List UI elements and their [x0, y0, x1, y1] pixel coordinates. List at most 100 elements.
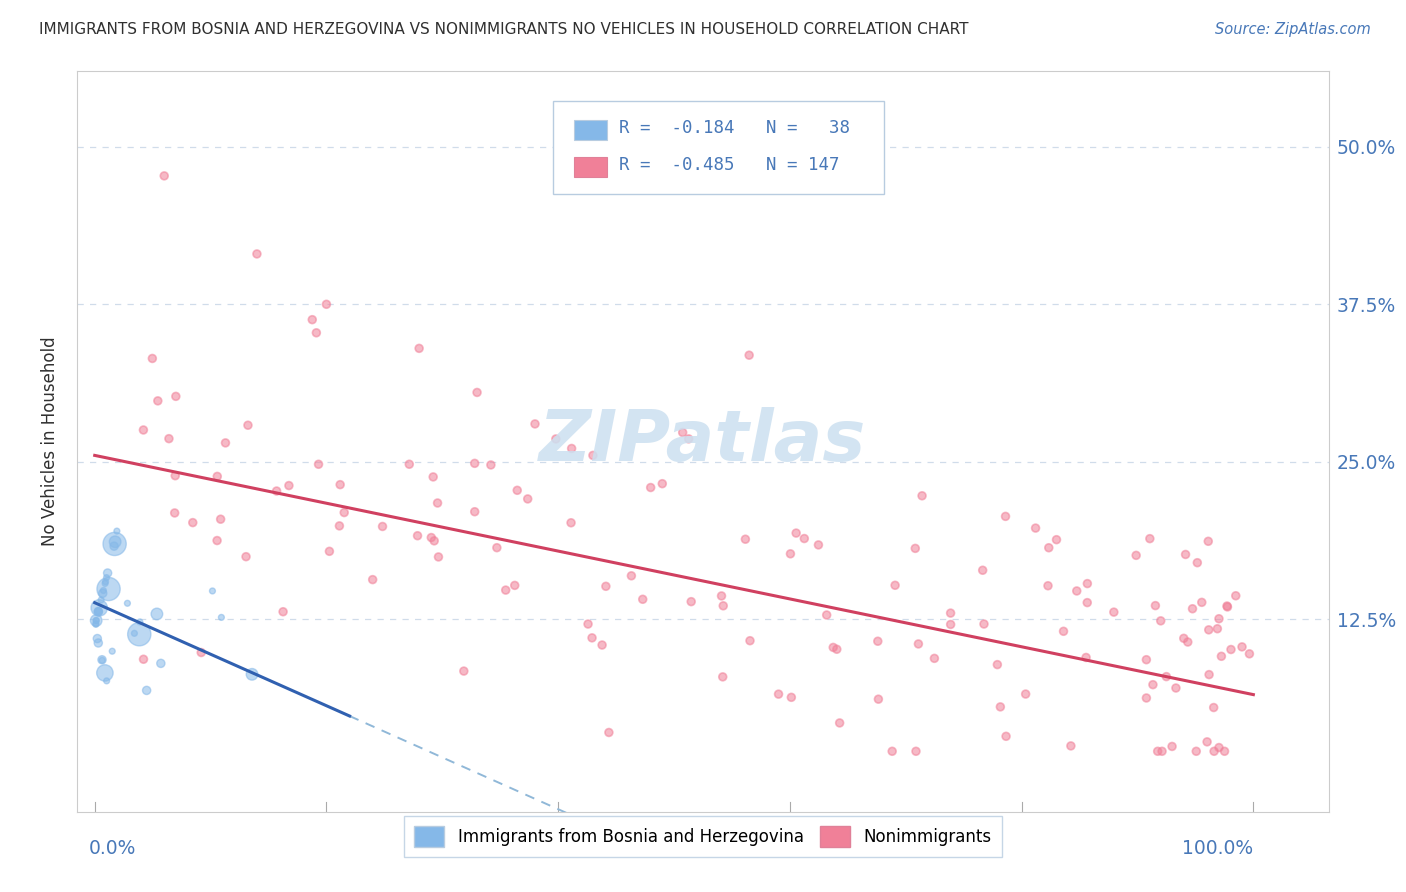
Point [793, 532, 815, 546]
Text: R =  -0.485   N = 147: R = -0.485 N = 147 [619, 156, 839, 174]
Point [884, 578, 907, 592]
Point [711, 670, 734, 684]
Point [1125, 549, 1147, 563]
Point [1208, 740, 1230, 755]
Point [591, 638, 613, 652]
Point [1150, 744, 1173, 758]
Point [1076, 596, 1098, 610]
Point [911, 489, 934, 503]
Point [1135, 653, 1157, 667]
Point [153, 169, 176, 183]
Point [214, 436, 236, 450]
Point [495, 583, 517, 598]
Point [1144, 599, 1167, 613]
Point [128, 615, 150, 629]
Point [681, 594, 703, 608]
Point [209, 512, 232, 526]
Point [104, 534, 127, 549]
Point [1198, 623, 1220, 637]
FancyBboxPatch shape [574, 120, 606, 140]
FancyBboxPatch shape [553, 101, 884, 194]
Point [907, 637, 929, 651]
Point [328, 519, 350, 533]
Point [1211, 649, 1233, 664]
Point [780, 690, 803, 705]
Point [503, 578, 526, 592]
Point [132, 652, 155, 666]
Point [84, 616, 107, 631]
Point [426, 496, 449, 510]
Point [1185, 744, 1208, 758]
Point [479, 458, 502, 472]
Point [1146, 744, 1168, 758]
Point [582, 449, 605, 463]
Point [361, 573, 384, 587]
Point [427, 549, 450, 564]
Point [84, 614, 107, 628]
Point [135, 683, 157, 698]
Point [672, 425, 695, 440]
Point [464, 456, 486, 470]
Point [1198, 667, 1220, 681]
Point [1239, 647, 1261, 661]
Text: IMMIGRANTS FROM BOSNIA AND HERZEGOVINA VS NONIMMIGRANTS NO VEHICLES IN HOUSEHOLD: IMMIGRANTS FROM BOSNIA AND HERZEGOVINA V… [39, 22, 969, 37]
Point [524, 417, 547, 431]
Point [209, 610, 232, 624]
FancyBboxPatch shape [574, 157, 606, 177]
Point [453, 664, 475, 678]
Point [124, 626, 146, 640]
Point [128, 627, 150, 641]
Point [1135, 690, 1157, 705]
Point [1174, 548, 1197, 562]
Point [825, 642, 848, 657]
Point [87, 636, 110, 650]
Point [101, 644, 124, 658]
Point [785, 526, 807, 541]
Point [408, 342, 430, 356]
Point [84, 617, 107, 632]
Point [1076, 576, 1098, 591]
Point [904, 744, 927, 758]
Point [768, 687, 790, 701]
Point [240, 667, 263, 681]
Point [866, 634, 889, 648]
Point [132, 423, 155, 437]
Point [1066, 584, 1088, 599]
Point [678, 432, 700, 446]
Point [1208, 612, 1230, 626]
Point [236, 418, 259, 433]
Point [640, 481, 662, 495]
Point [1197, 534, 1219, 549]
Point [163, 506, 186, 520]
Point [93, 583, 115, 598]
Point [710, 589, 733, 603]
Point [103, 539, 125, 553]
Point [868, 692, 890, 706]
Point [595, 579, 617, 593]
Point [1156, 670, 1178, 684]
Text: R =  -0.184   N =   38: R = -0.184 N = 38 [619, 120, 851, 137]
Point [807, 538, 830, 552]
Point [1161, 739, 1184, 754]
Point [86, 632, 108, 646]
Point [329, 477, 352, 491]
Point [246, 247, 269, 261]
Point [301, 312, 323, 326]
Point [823, 640, 845, 655]
Legend: Immigrants from Bosnia and Herzegovina, Nonimmigrants: Immigrants from Bosnia and Herzegovina, … [405, 816, 1001, 856]
Point [96, 571, 118, 585]
Point [995, 729, 1018, 743]
Point [1216, 599, 1239, 614]
Point [1052, 624, 1074, 639]
Point [90, 593, 112, 607]
Point [96, 673, 118, 688]
Point [516, 491, 538, 506]
Point [1142, 678, 1164, 692]
Point [631, 592, 654, 607]
Point [406, 529, 429, 543]
Point [277, 478, 299, 492]
Point [87, 605, 110, 619]
Point [1213, 744, 1236, 758]
Point [165, 389, 187, 403]
Point [560, 516, 582, 530]
